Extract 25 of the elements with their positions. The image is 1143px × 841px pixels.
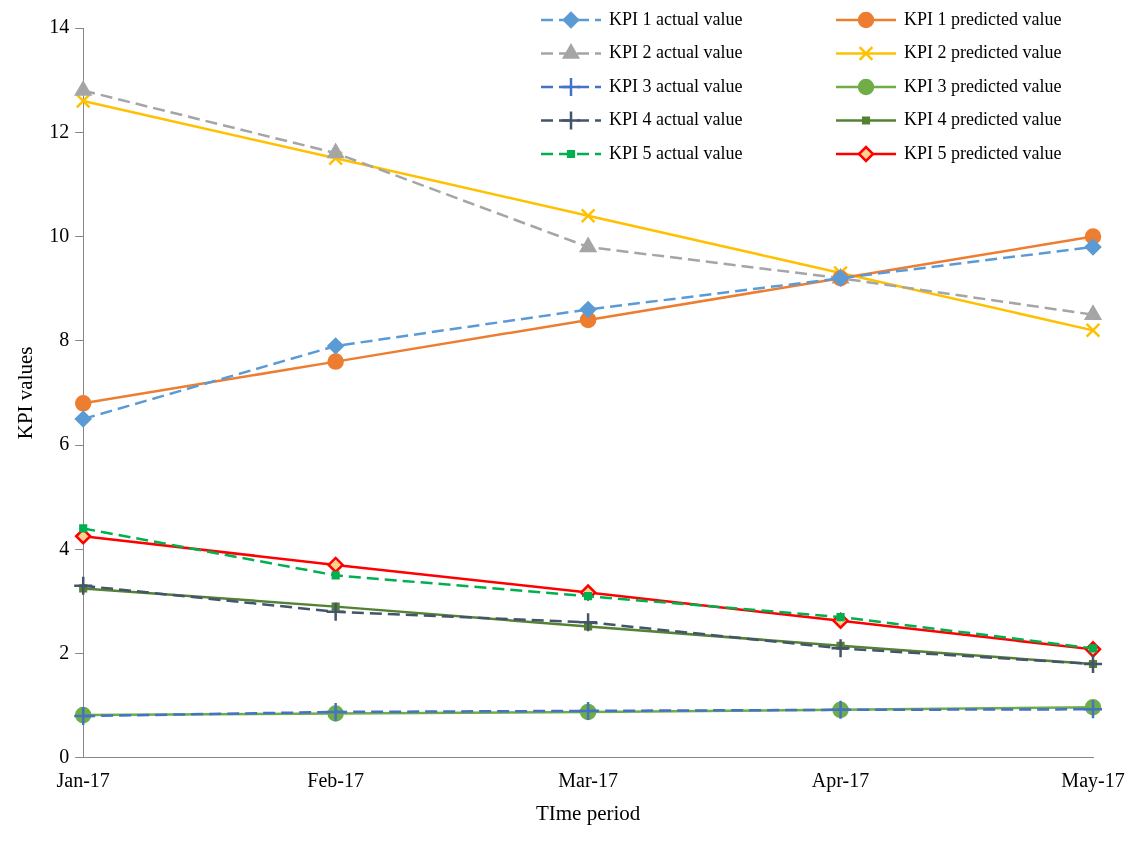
x-tick-label: Apr-17	[811, 769, 870, 793]
legend-label: KPI 2 predicted value	[904, 42, 1062, 63]
y-tick-label: 8	[59, 328, 70, 351]
legend-label: KPI 1 actual value	[609, 8, 743, 29]
legend-label: KPI 2 actual value	[609, 42, 743, 63]
y-tick-label: 14	[49, 15, 70, 38]
y-axis-title: KPI values	[13, 346, 38, 440]
y-tick-label: 12	[49, 119, 70, 142]
y-tick-label: 4	[59, 536, 70, 559]
y-tick-label: 10	[49, 223, 70, 246]
legend-label: KPI 4 predicted value	[904, 109, 1062, 130]
y-tick-label: 6	[59, 432, 70, 455]
legend-label: KPI 1 predicted value	[904, 8, 1062, 29]
legend-label: KPI 4 actual value	[609, 109, 743, 130]
x-tick-label: May-17	[1061, 769, 1125, 793]
legend-label: KPI 5 actual value	[609, 142, 743, 163]
x-tick-label: Jan-17	[56, 769, 110, 792]
legend-label: KPI 3 actual value	[609, 75, 743, 96]
x-axis-title: TIme period	[535, 800, 641, 825]
legend-label: KPI 3 predicted value	[904, 75, 1062, 96]
y-tick-label: 2	[59, 640, 70, 663]
x-tick-label: Feb-17	[307, 769, 364, 792]
y-tick-label: 0	[59, 745, 70, 768]
legend-label: KPI 5 predicted value	[904, 142, 1062, 163]
x-tick-label: Mar-17	[558, 769, 618, 792]
